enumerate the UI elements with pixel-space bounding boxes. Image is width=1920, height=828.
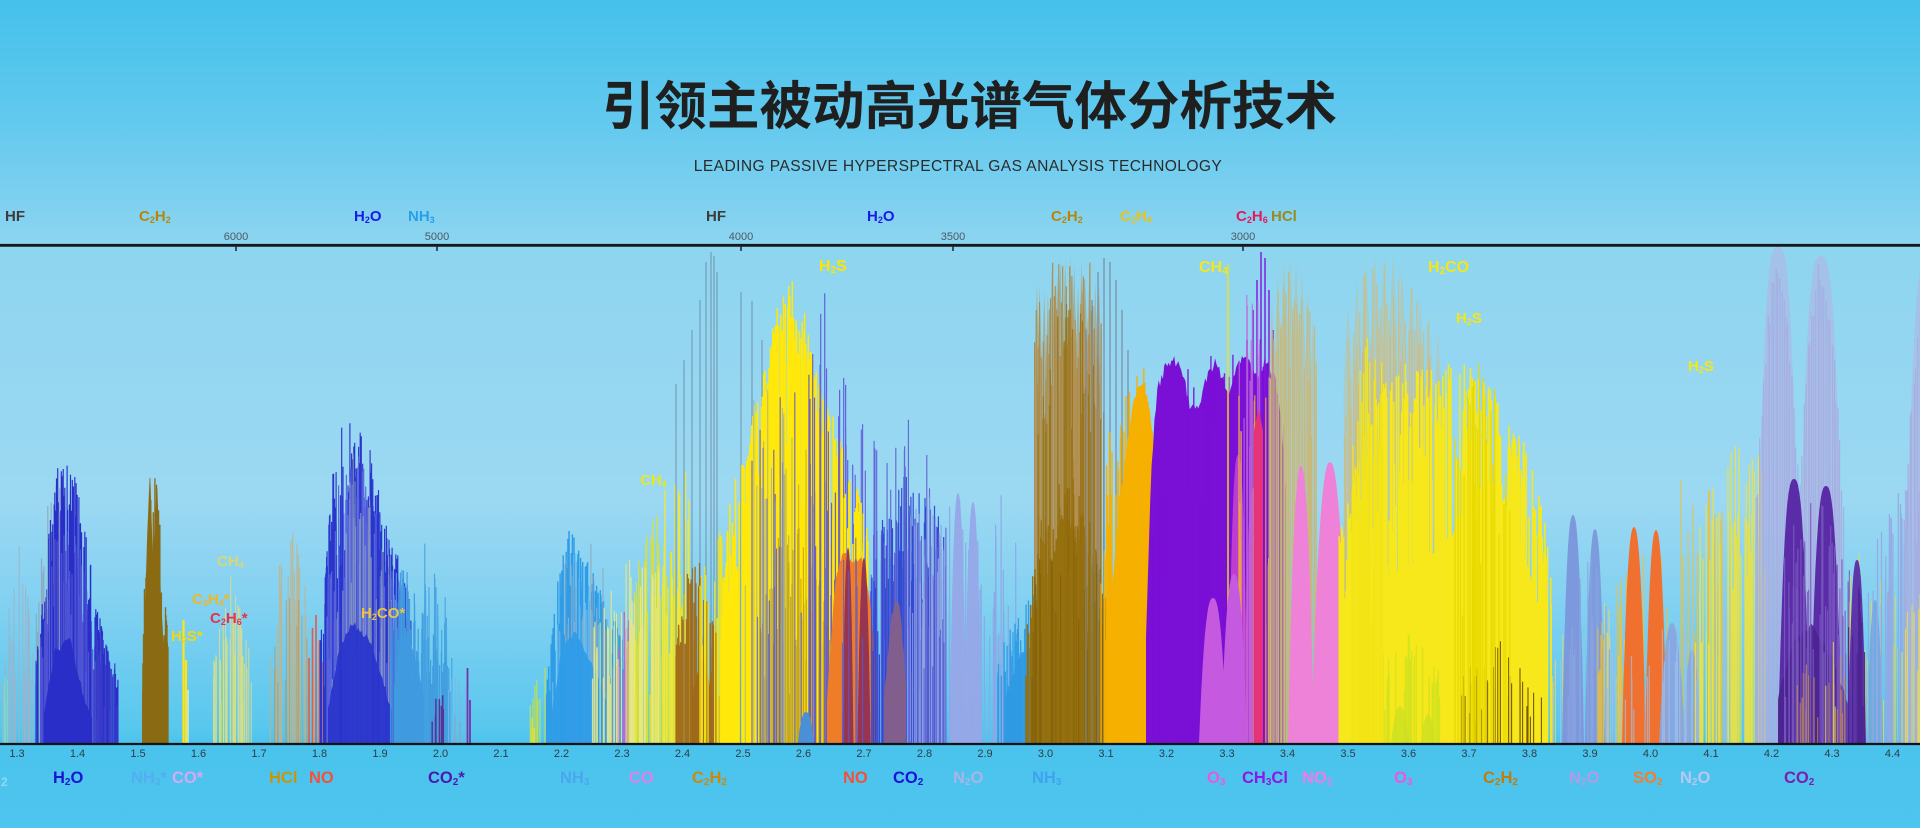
svg-text:3.0: 3.0 [1038,748,1053,760]
svg-text:H2S*: H2S* [171,628,203,645]
svg-text:CH4: CH4 [217,553,244,570]
svg-text:3500: 3500 [941,231,965,243]
svg-text:SO2: SO2 [1633,769,1663,788]
svg-text:6000: 6000 [224,231,248,243]
svg-text:1.4: 1.4 [70,748,85,760]
svg-text:H2O: H2O [354,208,382,225]
svg-text:C2H4: C2H4 [1120,208,1152,225]
svg-text:4.4: 4.4 [1885,748,1900,760]
svg-text:NH3*: NH3* [131,769,167,788]
svg-text:2.8: 2.8 [917,748,932,760]
svg-text:N2O: N2O [953,769,983,788]
svg-text:N2O: N2O [1680,769,1710,788]
svg-text:4000: 4000 [729,231,753,243]
svg-text:HF: HF [5,208,25,225]
svg-text:4.2: 4.2 [1764,748,1779,760]
svg-text:3.9: 3.9 [1582,748,1597,760]
svg-text:C2H2: C2H2 [1051,208,1083,225]
svg-text:1.6: 1.6 [191,748,206,760]
svg-text:2.5: 2.5 [735,748,750,760]
svg-text:HCl: HCl [269,769,297,787]
svg-text:CO2*: CO2* [428,769,465,788]
svg-text:2: 2 [1,775,8,789]
svg-text:2.3: 2.3 [614,748,629,760]
svg-text:N2O: N2O [1569,769,1599,788]
svg-text:CO2: CO2 [893,769,924,788]
svg-text:C2H2: C2H2 [139,208,171,225]
svg-text:3.5: 3.5 [1340,748,1355,760]
svg-text:3000: 3000 [1231,231,1255,243]
svg-text:3.8: 3.8 [1522,748,1537,760]
svg-text:C2H2: C2H2 [692,769,727,788]
svg-text:4.0: 4.0 [1643,748,1658,760]
svg-text:2.2: 2.2 [554,748,569,760]
svg-text:NO2: NO2 [1302,769,1333,788]
svg-text:3.4: 3.4 [1280,748,1295,760]
svg-text:3.1: 3.1 [1098,748,1113,760]
svg-text:1.7: 1.7 [251,748,266,760]
svg-text:1.5: 1.5 [130,748,145,760]
svg-text:C2H2: C2H2 [1483,769,1518,788]
svg-text:2.9: 2.9 [977,748,992,760]
svg-text:4.3: 4.3 [1824,748,1839,760]
svg-text:2.1: 2.1 [493,748,508,760]
svg-text:3.6: 3.6 [1401,748,1416,760]
svg-text:NH3: NH3 [560,769,590,788]
svg-text:3.3: 3.3 [1219,748,1234,760]
svg-text:CO: CO [629,769,654,787]
svg-text:NO: NO [309,769,334,787]
svg-text:1.9: 1.9 [372,748,387,760]
svg-text:CH4: CH4 [640,472,667,489]
svg-text:CH3Cl: CH3Cl [1242,769,1288,788]
svg-text:H2CO: H2CO [1428,259,1469,277]
svg-text:H2S: H2S [1456,310,1482,327]
svg-text:NH3: NH3 [408,208,435,225]
svg-text:C2H6*: C2H6* [210,610,248,627]
svg-text:2.7: 2.7 [856,748,871,760]
svg-text:CO*: CO* [172,769,204,787]
svg-text:HF: HF [706,208,726,225]
svg-text:H2O: H2O [53,769,83,788]
svg-text:H2S: H2S [819,258,847,276]
svg-text:5000: 5000 [425,231,449,243]
svg-text:2.4: 2.4 [675,748,690,760]
svg-text:H2CO*: H2CO* [361,605,405,622]
svg-text:2.0: 2.0 [433,748,448,760]
svg-text:1.8: 1.8 [312,748,327,760]
svg-text:NO: NO [843,769,868,787]
svg-text:1.3: 1.3 [9,748,24,760]
svg-text:H2S: H2S [1688,358,1714,375]
svg-text:HCl: HCl [1271,208,1297,225]
svg-text:C2H6: C2H6 [1236,208,1268,225]
svg-text:4.1: 4.1 [1703,748,1718,760]
svg-text:3.2: 3.2 [1159,748,1174,760]
svg-text:CH4: CH4 [1199,259,1228,277]
svg-text:CO2: CO2 [1784,769,1815,788]
svg-text:NH3: NH3 [1032,769,1062,788]
svg-text:3.7: 3.7 [1461,748,1476,760]
svg-text:C2H4*: C2H4* [192,591,230,608]
svg-text:H2O: H2O [867,208,895,225]
svg-text:LEADING PASSIVE HYPERSPECTRAL: LEADING PASSIVE HYPERSPECTRAL GAS ANALYS… [694,158,1223,175]
svg-text:2.6: 2.6 [796,748,811,760]
